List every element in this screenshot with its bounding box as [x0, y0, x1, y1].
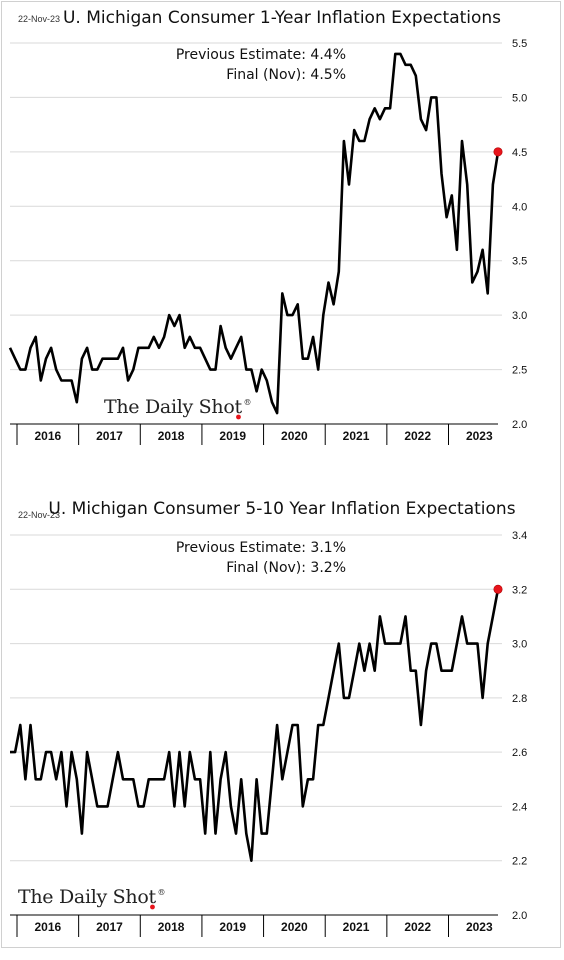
brand-dot-icon: [236, 414, 241, 420]
x-tick-label: 2021: [343, 920, 370, 934]
series-line: [10, 589, 500, 862]
x-tick-label: 2021: [343, 429, 370, 443]
annotation-line: Previous Estimate: 4.4%: [176, 47, 346, 63]
annotation-line: Previous Estimate: 3.1%: [176, 540, 346, 556]
x-tick-label: 2022: [404, 429, 431, 443]
y-tick-label: 2.4: [512, 801, 527, 813]
x-tick-label: 2018: [158, 429, 185, 443]
chart-title: U. Michigan Consumer 5-10 Year Inflation…: [48, 499, 516, 519]
chart-1yr-svg: 5.5 5.0 4.5 4.0 3.5 3.0 2.5 2.0 2016 2017 2018 2019…: [8, 38, 527, 445]
x-tick-label: 2023: [466, 429, 493, 443]
y-tick-label: 4.5: [512, 147, 527, 159]
x-tick-label: 2019: [219, 429, 246, 443]
brand-logo: The Daily Shot: [104, 396, 242, 418]
x-tick-label: 2018: [158, 920, 185, 934]
x-tick-label: 2017: [96, 429, 123, 443]
y-tick-label: 3.4: [512, 530, 527, 542]
chart-date: 22-Nov-23: [18, 510, 61, 520]
x-tick-label: 2016: [34, 429, 61, 443]
y-tick-label: 2.5: [512, 365, 527, 377]
annotation-line: Final (Nov): 4.5%: [226, 67, 346, 83]
y-tick-label: 2.8: [512, 693, 527, 705]
y-tick-label: 3.0: [512, 639, 527, 651]
latest-point: [493, 584, 503, 594]
y-tick-label: 3.5: [512, 256, 527, 268]
annotation-line: Final (Nov): 3.2%: [226, 560, 346, 576]
y-tick-label: 3.2: [512, 584, 527, 596]
y-tick-label: 3.0: [512, 310, 527, 322]
x-tick-label: 2017: [96, 920, 123, 934]
brand-registered-mark: ®: [157, 888, 165, 897]
latest-point: [493, 147, 503, 157]
x-tick-label: 2020: [281, 920, 308, 934]
brand-registered-mark: ®: [243, 398, 251, 407]
y-tick-label: 2.6: [512, 747, 527, 759]
y-tick-label: 5.5: [512, 38, 527, 50]
y-tick-label: 4.0: [512, 201, 527, 213]
chart-panel-5-10yr: 3.4 3.2 3.0 2.8 2.6 2.4 2.2 2.0 2016 2017 2018 2019…: [0, 490, 564, 960]
chart-panel-1yr: 5.5 5.0 4.5 4.0 3.5 3.0 2.5 2.0 2016 2017 2018 2019…: [0, 0, 564, 470]
chart-date: 22-Nov-23: [18, 14, 61, 24]
x-tick-label: 2023: [466, 920, 493, 934]
chart-title: U. Michigan Consumer 1-Year Inflation Ex…: [62, 8, 502, 28]
y-tick-label: 5.0: [512, 92, 527, 104]
x-tick-label: 2022: [404, 920, 431, 934]
y-tick-label: 2.2: [512, 856, 527, 868]
x-tick-label: 2020: [281, 429, 308, 443]
x-tick-label: 2019: [219, 920, 246, 934]
x-tick-label: 2016: [34, 920, 61, 934]
y-tick-label: 2.0: [512, 910, 527, 922]
y-tick-label: 2.0: [512, 419, 527, 431]
brand-logo: The Daily Shot: [18, 886, 156, 908]
chart-5-10yr-svg: 3.4 3.2 3.0 2.8 2.6 2.4 2.2 2.0 2016 2017 2018 2019…: [10, 530, 527, 937]
chart-frame: [1, 1, 561, 948]
series-line: [8, 52, 500, 415]
brand-dot-icon: [150, 904, 155, 910]
